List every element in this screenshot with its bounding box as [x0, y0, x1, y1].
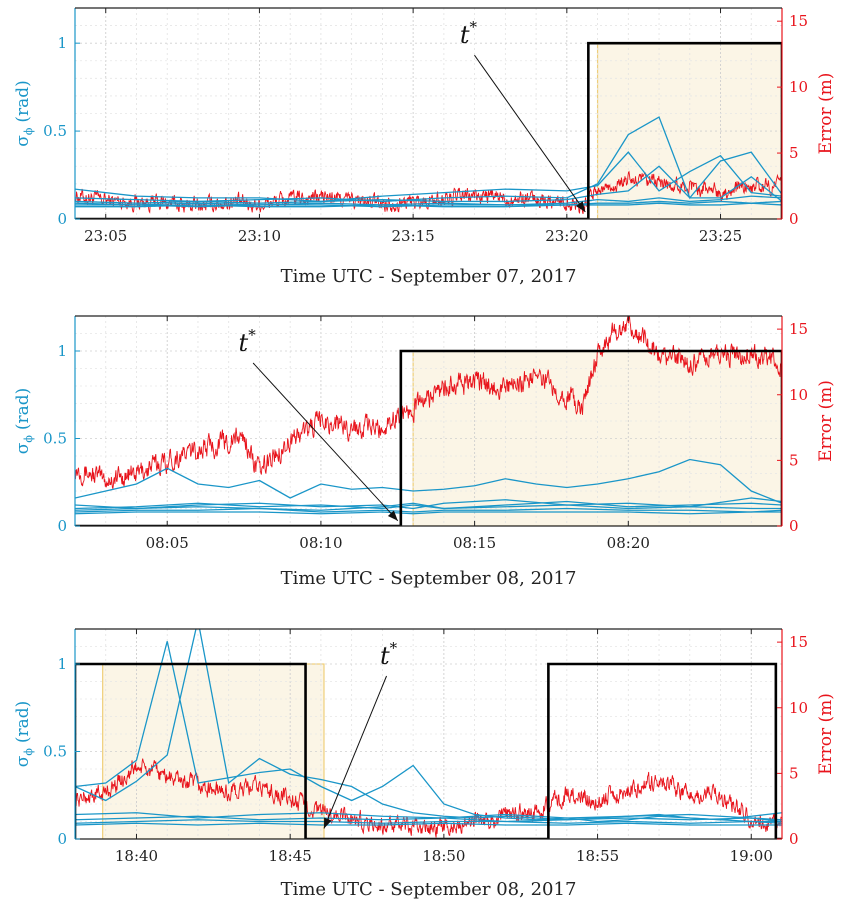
- x-tick-label: 08:20: [607, 534, 650, 552]
- y-tick-label-left: 0: [57, 517, 67, 535]
- annotation-t-star: t*: [460, 18, 478, 49]
- x-tick-label: 08:10: [299, 534, 342, 552]
- y-axis-label-left-unit: (rad): [13, 388, 33, 430]
- y-tick-label-left: 1: [57, 655, 67, 673]
- y-tick-label-left: 0.5: [43, 122, 67, 140]
- annotation-symbol: t: [239, 329, 249, 357]
- x-tick-label: 08:15: [453, 534, 496, 552]
- y-tick-label-right: 0: [789, 830, 799, 848]
- y-tick-label-right: 10: [789, 386, 808, 404]
- y-tick-label-right: 5: [789, 451, 799, 469]
- annotation-symbol: t: [460, 21, 470, 49]
- sigma-series-5: [75, 819, 782, 824]
- y-tick-label-right: 10: [789, 699, 808, 717]
- sigma-series-4: [75, 815, 782, 823]
- x-tick-label: 18:55: [576, 847, 619, 865]
- annotation-t-star: t*: [239, 326, 257, 357]
- x-tick-label: 18:45: [269, 847, 312, 865]
- annotation-arrowhead: [576, 201, 586, 212]
- annotation-symbol: t: [380, 642, 390, 670]
- sigma-series-6: [75, 511, 782, 515]
- annotation-arrowhead: [324, 817, 332, 829]
- x-tick-label: 18:50: [422, 847, 465, 865]
- y-axis-label-right: Error (m): [816, 693, 836, 775]
- sigma-series-1: [75, 151, 782, 203]
- annotation-superscript: *: [390, 639, 398, 657]
- y-axis-label-left-subscript: ϕ: [22, 435, 35, 443]
- y-tick-label-right: 5: [789, 764, 799, 782]
- x-tick-label: 23:25: [699, 227, 742, 245]
- annotation-superscript: *: [248, 326, 256, 344]
- panel-1: 23:05 23:10 23:15 23:20 23:2500.51051015Time…: [13, 7, 836, 287]
- y-axis-label-left-symbol: σ: [13, 135, 33, 147]
- annotation-t-star: t*: [380, 639, 398, 670]
- x-axis-label: Time UTC - September 08, 2017: [281, 879, 577, 900]
- sigma-series-3: [75, 165, 782, 204]
- x-tick-label: 18:40: [115, 847, 158, 865]
- y-tick-label-right: 0: [789, 210, 799, 228]
- x-tick-label: 23:10: [238, 227, 281, 245]
- y-axis-label-left-symbol: σ: [13, 442, 33, 454]
- y-tick-label-left: 0: [57, 210, 67, 228]
- y-tick-label-left: 0.5: [43, 743, 67, 761]
- flag-step-line: [75, 349, 782, 526]
- y-axis-label-right: Error (m): [816, 380, 836, 462]
- x-axis-label: Time UTC - September 08, 2017: [281, 568, 577, 589]
- y-axis-label-right: Error (m): [816, 73, 836, 155]
- annotation-arrow: [323, 675, 388, 829]
- panel-3: 18:40 18:45 18:50 18:55 19:0000.51051015Time…: [13, 628, 836, 900]
- x-tick-label: 23:05: [84, 227, 127, 245]
- x-tick-label: 19:00: [730, 847, 773, 865]
- y-tick-label-right: 15: [789, 12, 808, 30]
- error-series-line: [75, 758, 782, 838]
- sigma-series-3: [75, 500, 782, 510]
- y-axis-label-left-unit: (rad): [13, 701, 33, 743]
- flag-step-line: [75, 662, 782, 839]
- error-series-line: [75, 316, 782, 489]
- annotation-arrowhead: [387, 510, 398, 521]
- y-tick-label-left: 0: [57, 830, 67, 848]
- shaded-region: [102, 663, 325, 839]
- y-axis-label-left: σϕ (rad): [13, 388, 35, 455]
- y-tick-label-left: 0.5: [43, 430, 67, 448]
- flag-step-line: [75, 41, 782, 219]
- x-tick-label: 23:20: [545, 227, 588, 245]
- y-tick-label-right: 5: [789, 144, 799, 162]
- y-tick-label-right: 15: [789, 633, 808, 651]
- x-tick-label: 08:05: [146, 534, 189, 552]
- y-tick-label-right: 0: [789, 517, 799, 535]
- sigma-series-4: [75, 502, 782, 511]
- sigma-series-6: [75, 822, 782, 826]
- y-tick-label-right: 10: [789, 78, 808, 96]
- x-axis-label: Time UTC - September 07, 2017: [281, 266, 577, 287]
- sigma-series-6: [75, 202, 782, 208]
- sigma-series-4: [75, 195, 782, 206]
- y-tick-label-right: 15: [789, 320, 808, 338]
- sigma-series-1: [75, 458, 782, 504]
- y-axis-label-left: σϕ (rad): [13, 701, 35, 768]
- sigma-series-2: [75, 116, 782, 203]
- sigma-series-5: [75, 507, 782, 513]
- x-tick-label: 23:15: [392, 227, 435, 245]
- y-axis-label-left-subscript: ϕ: [22, 748, 35, 756]
- y-axis-label-left-subscript: ϕ: [22, 127, 35, 135]
- annotation-superscript: *: [470, 18, 478, 36]
- y-tick-label-left: 1: [57, 342, 67, 360]
- y-axis-label-left-symbol: σ: [13, 755, 33, 767]
- y-tick-label-left: 1: [57, 34, 67, 52]
- annotation-arrow: [474, 54, 586, 213]
- sigma-series-1: [75, 641, 782, 823]
- y-axis-label-left-unit: (rad): [13, 80, 33, 122]
- y-axis-label-left: σϕ (rad): [13, 80, 35, 147]
- annotation-arrow: [252, 362, 399, 522]
